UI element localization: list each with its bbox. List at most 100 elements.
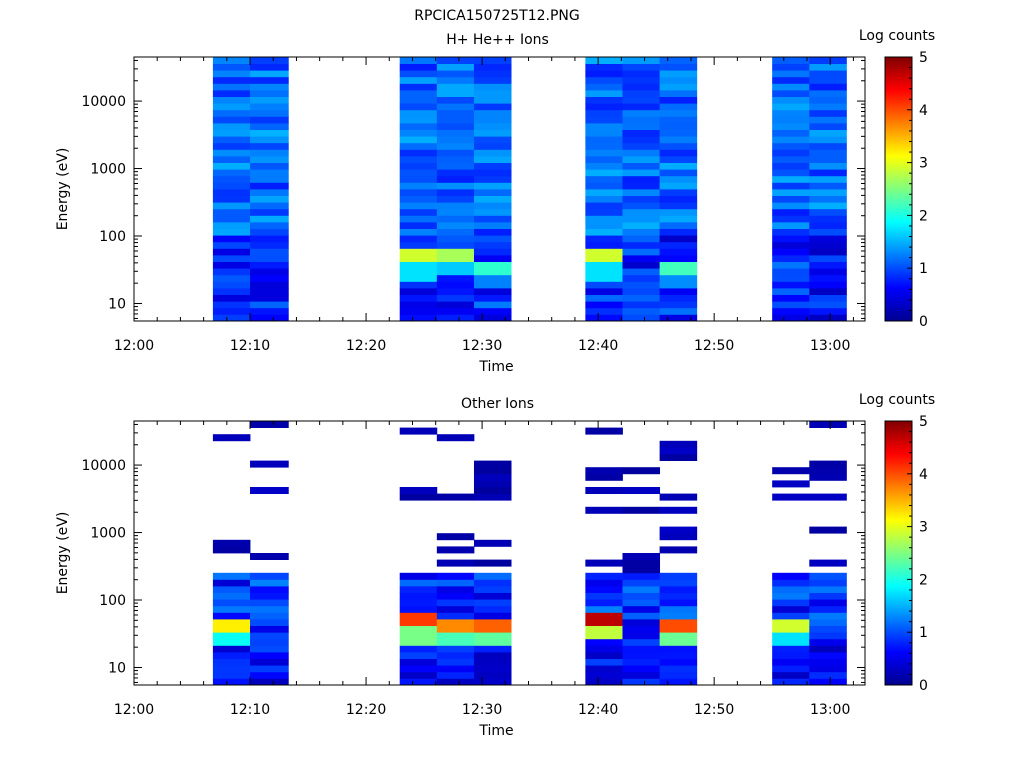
spectrogram-cell: [436, 202, 475, 210]
spectrogram-cell: [436, 255, 475, 262]
spectrogram-cell: [809, 294, 847, 302]
spectrogram-cell: [585, 235, 623, 243]
spectrogram-cell: [622, 241, 661, 249]
spectrogram-cell: [659, 228, 698, 236]
spectrogram-cell: [772, 123, 810, 130]
spectrogram-cell: [399, 57, 438, 64]
spectrogram-cell: [809, 255, 847, 262]
panel-title: H+ He++ Ions: [446, 32, 549, 48]
spectrogram-cell: [622, 182, 661, 190]
spectrogram-cell: [659, 195, 698, 203]
spectrogram-cell: [809, 76, 847, 84]
y-axis-label: Energy (eV): [55, 512, 71, 595]
colorbar-tick-label: 4: [919, 467, 928, 483]
spectrogram-cell: [473, 678, 512, 686]
spectrogram-cell: [585, 189, 623, 196]
spectrogram-cell: [622, 314, 661, 322]
spectrogram-cell: [436, 70, 475, 78]
spectrogram-cell: [659, 579, 698, 587]
spectrogram-cell: [809, 307, 847, 315]
spectrogram-cell: [399, 427, 438, 435]
spectrogram-cell: [585, 619, 623, 626]
spectrogram-cell: [399, 195, 438, 203]
spectrogram-cell: [772, 83, 810, 91]
spectrogram-cell: [809, 281, 847, 289]
spectrogram-cell: [585, 665, 623, 673]
spectrogram-cell: [473, 156, 512, 163]
spectrogram-cell: [250, 189, 289, 196]
spectrogram-cell: [399, 202, 438, 210]
spectrogram-cell: [809, 70, 847, 78]
spectrogram-cell: [585, 103, 623, 111]
spectrogram-cell: [772, 572, 810, 580]
spectrogram-cell: [436, 592, 475, 600]
spectrogram-cell: [772, 169, 810, 177]
spectrogram-cell: [250, 228, 289, 236]
spectrogram-cell: [659, 202, 698, 210]
spectrogram-cell: [250, 235, 289, 243]
spectrogram-cell: [473, 493, 512, 501]
spectrogram-cell: [436, 116, 475, 124]
spectrogram-cell: [212, 103, 251, 111]
spectrogram-cell: [250, 638, 289, 646]
spectrogram-cell: [659, 162, 698, 170]
spectrogram-cell: [212, 301, 251, 309]
spectrogram-cell: [772, 202, 810, 210]
spectrogram-cell: [585, 612, 623, 620]
spectrogram-cell: [585, 76, 623, 84]
spectrogram-cell: [250, 103, 289, 111]
spectrogram-cell: [212, 274, 251, 282]
spectrogram-cell: [399, 638, 438, 646]
spectrogram-cell: [772, 175, 810, 183]
spectrogram-cell: [622, 149, 661, 157]
spectrogram-cell: [659, 241, 698, 249]
spectrogram-cell: [772, 301, 810, 309]
spectrogram-cell: [622, 645, 661, 653]
spectrogram-cell: [212, 586, 251, 593]
spectrogram-cell: [212, 162, 251, 170]
spectrogram-cell: [436, 493, 475, 501]
spectrogram-cell: [659, 83, 698, 91]
spectrogram-cell: [622, 202, 661, 210]
spectrogram-cell: [809, 268, 847, 276]
spectrogram-cell: [473, 612, 512, 620]
spectrogram-cell: [585, 586, 623, 593]
spectrogram-cell: [436, 579, 475, 587]
spectrogram-cell: [809, 109, 847, 117]
spectrogram-cell: [473, 619, 512, 626]
spectrogram-cell: [250, 553, 289, 560]
spectrogram-cell: [212, 638, 251, 646]
spectrogram-cell: [473, 195, 512, 203]
spectrogram-cell: [436, 314, 475, 322]
spectrogram-cell: [622, 487, 661, 494]
spectrogram-cell: [212, 123, 251, 130]
spectrogram-cell: [585, 202, 623, 210]
spectrogram-cell: [659, 189, 698, 196]
spectrogram-cell: [212, 90, 251, 97]
spectrogram-cell: [585, 294, 623, 302]
spectrogram-cell: [772, 90, 810, 97]
spectrogram-cell: [772, 599, 810, 607]
spectrogram-cell: [212, 281, 251, 289]
spectrogram-cell: [659, 208, 698, 216]
spectrogram-cell: [250, 487, 289, 494]
spectrogram-cell: [809, 493, 847, 501]
spectrogram-cell: [809, 136, 847, 144]
spectrogram-cell: [809, 241, 847, 249]
spectrogram-cell: [659, 586, 698, 593]
spectrogram-cell: [659, 222, 698, 229]
spectrogram-cell: [772, 592, 810, 600]
spectrogram-cell: [250, 625, 289, 633]
spectrogram-cell: [436, 208, 475, 216]
y-tick-label: 10: [108, 660, 126, 676]
spectrogram-cell: [250, 268, 289, 276]
spectrogram-cell: [473, 559, 512, 567]
spectrogram-cell: [622, 129, 661, 137]
spectrogram-cell: [212, 658, 251, 666]
spectrogram-cell: [809, 248, 847, 256]
spectrogram-cell: [772, 129, 810, 137]
spectrogram-cell: [399, 90, 438, 97]
spectrogram-cell: [250, 83, 289, 91]
spectrogram-cell: [250, 96, 289, 104]
colorbar-tick-label: 4: [919, 103, 928, 119]
